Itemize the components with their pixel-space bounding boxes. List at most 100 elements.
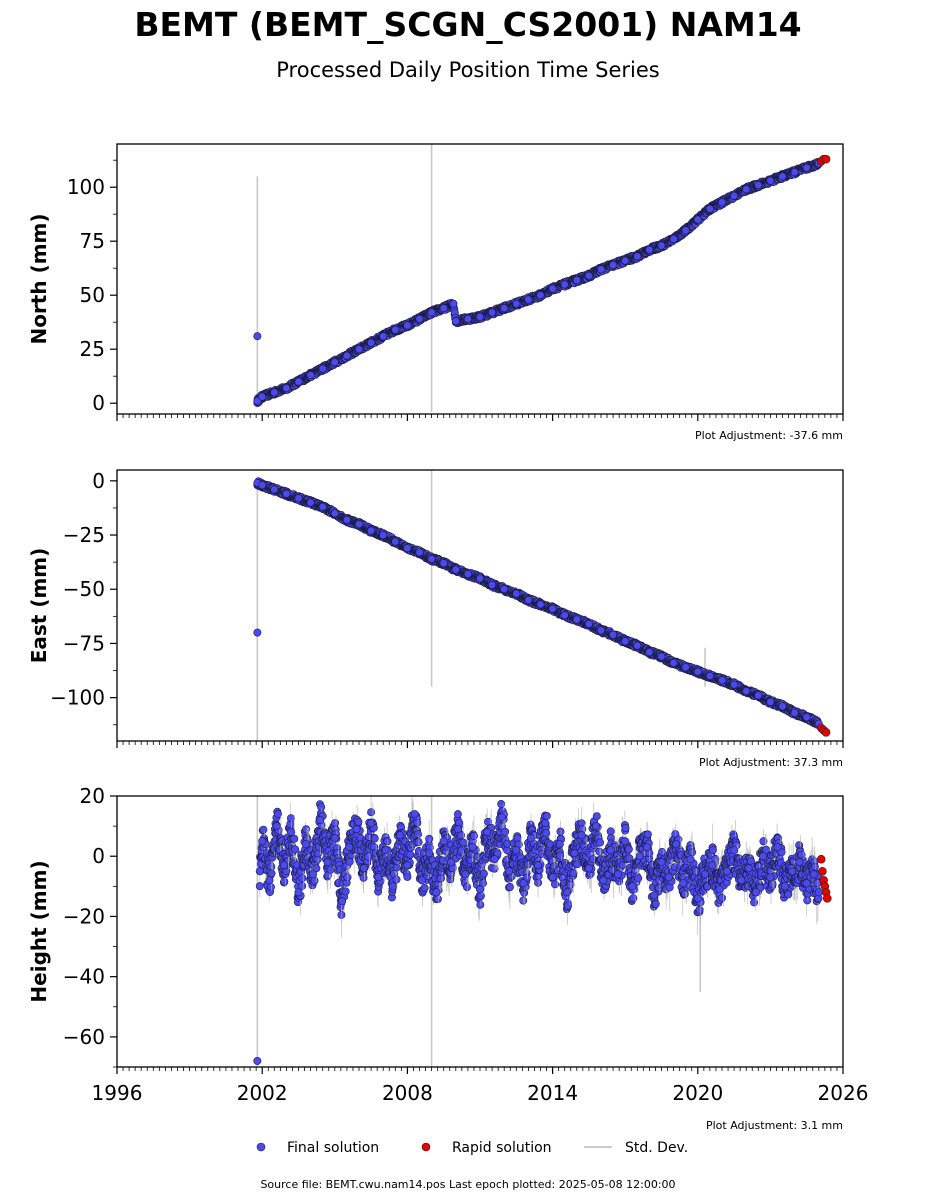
final-solution-point [500,304,509,313]
final-solution-point [345,857,354,866]
final-solution-point [645,648,654,657]
final-solution-point [584,619,593,628]
axes-frame [116,143,844,415]
final-solution-point [367,338,376,347]
plot-adjustment-note: Plot Adjustment: -37.6 mm [695,429,843,442]
y-tick-label: 0 [92,469,105,493]
final-solution-point [298,874,307,883]
final-solution-point [342,351,351,360]
final-solution-point [290,834,299,843]
final-solution-point [403,872,412,881]
final-solution-point [391,537,400,546]
final-solution-point [370,834,379,843]
final-solution-point [790,168,799,177]
final-solution-point [341,887,350,896]
final-solution-point [427,308,436,317]
final-solution-point [572,615,581,624]
final-solution-point [584,271,593,280]
final-solution-point [266,883,275,892]
final-solution-point [669,235,678,244]
y-axis-label: North (mm) [27,213,51,344]
final-solution-point [253,332,262,341]
final-solution-point [693,667,702,676]
final-solution-point [379,531,388,540]
final-solution-point [512,299,521,308]
y-tick-label: −25 [63,523,105,547]
final-solution-point [427,554,436,563]
final-solution-point [718,676,726,685]
final-solution-point [413,818,422,827]
plot-adjustment-note: Plot Adjustment: 37.3 mm [699,756,843,769]
final-solution-point [291,845,300,854]
final-solution-point [524,295,533,304]
final-solution-point [355,520,363,529]
final-solution-point [693,215,702,224]
final-solution-point [657,652,666,661]
final-solution-point [403,321,412,330]
final-solution-point [754,181,763,190]
final-solution-point [633,252,642,261]
final-solution-point [312,864,321,873]
final-solution-point [778,172,787,181]
final-solution-point [451,317,460,326]
final-solution-point [790,708,799,717]
final-solution-point [730,680,739,689]
final-solution-point [609,260,618,269]
final-solution-point [318,502,327,511]
final-solution-point [802,163,811,172]
final-solution-point [425,834,434,843]
rapid-solution-point [821,154,831,164]
final-solution-point [718,198,726,207]
y-tick-label: 75 [80,229,105,253]
final-solution-point [267,869,276,878]
final-solution-point [621,637,630,646]
final-solution-point [449,299,458,308]
final-solution-point [367,808,376,817]
final-solution-point [633,641,642,650]
final-solution-point [326,865,335,874]
final-solution-point [463,883,471,892]
final-solution-point [463,570,472,579]
y-tick-label: −50 [63,577,105,601]
final-solution-point [476,574,484,583]
rapid-solution-point [821,728,831,737]
final-solution-point [253,628,262,637]
y-tick-label: 0 [92,391,105,415]
final-solution-point [802,713,811,722]
axes-frame [116,469,844,742]
final-solution-point [705,671,714,680]
final-solution-point [282,384,291,393]
final-solution-point [681,663,690,672]
final-solution-point [406,850,415,859]
final-solution-point [294,494,303,503]
final-solution-point [294,377,303,386]
final-solution-point [548,604,557,613]
y-tick-label: 50 [80,283,105,307]
final-solution-point [536,291,545,300]
final-solution-point [730,191,739,200]
final-solution-point [766,176,775,185]
plot-area [253,144,831,412]
final-solution-point [367,526,376,535]
final-solution-point [415,314,424,323]
final-solution-point [500,585,509,594]
y-axis-label: East (mm) [27,548,51,664]
final-solution-point [439,304,448,313]
final-solution-point [273,809,282,818]
final-solution-point [705,204,714,213]
final-solution-point [414,830,422,839]
final-solution-point [306,498,315,507]
final-solution-point [391,325,400,334]
final-solution-point [754,691,763,700]
final-solution-point [354,817,363,826]
final-solution-point [403,544,412,553]
final-solution-point [742,185,751,194]
final-solution-point [306,371,315,380]
final-solution-point [459,838,468,847]
final-solution-point [318,364,327,373]
final-solution-point [512,589,521,598]
final-solution-point [286,814,295,823]
final-solution-point [330,509,339,518]
